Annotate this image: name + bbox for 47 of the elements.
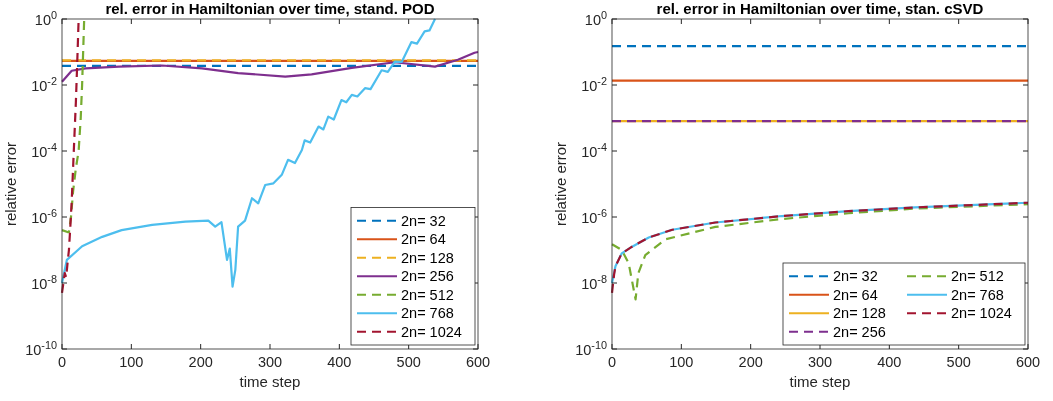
x-tick-label: 500 (946, 354, 971, 370)
y-tick-label: 10$^{0}$ (584, 9, 607, 28)
legend-label: 2n= 512 (401, 286, 454, 303)
y-tick-label: 10$^{-4}$ (581, 141, 607, 160)
y-axis-title: relative error (2, 141, 19, 227)
y-tick-label: 10$^{-8}$ (581, 273, 607, 292)
x-tick-label: 300 (807, 354, 833, 370)
line-series (60, 50, 480, 83)
x-tick-label: 400 (327, 354, 352, 370)
legend-label: 2n= 32 (833, 268, 878, 285)
legend-label: 2n= 768 (401, 305, 454, 322)
legend-label: 2n= 256 (833, 323, 886, 340)
y-tick-label: 10$^{-8}$ (31, 273, 57, 292)
legend-label: 2n= 128 (401, 249, 454, 266)
x-tick-label: 100 (119, 354, 144, 370)
legend-label: 2n= 128 (833, 305, 886, 322)
legend-label: 2n= 64 (833, 286, 878, 303)
legend-label: 2n= 256 (401, 268, 454, 285)
x-tick-label: 300 (257, 354, 283, 370)
y-tick-label: 10$^{-6}$ (31, 207, 57, 226)
chart-title: rel. error in Hamiltonian over time, stand. POD (105, 0, 435, 17)
y-tick-label: 10$^{-10}$ (25, 339, 57, 358)
y-tick-label: 10$^{-6}$ (581, 207, 607, 226)
x-tick-label: 600 (1015, 354, 1041, 370)
y-axis-title: relative error (552, 141, 569, 227)
legend-label: 2n= 1024 (951, 305, 1012, 322)
x-tick-label: 400 (877, 354, 902, 370)
y-tick-label: 10$^{-2}$ (31, 75, 57, 94)
legend-label: 2n= 512 (951, 268, 1004, 285)
x-axis-title: time step (789, 373, 851, 390)
x-tick-label: 600 (465, 354, 491, 370)
x-tick-label: 0 (57, 354, 67, 370)
legend-label: 2n= 768 (951, 286, 1004, 303)
x-tick-label: 200 (188, 354, 213, 370)
x-tick-label: 0 (607, 354, 617, 370)
y-tick-label: 10$^{0}$ (34, 9, 57, 28)
legend-label: 2n= 64 (401, 231, 446, 248)
x-tick-label: 500 (396, 354, 421, 370)
legend-label: 2n= 1024 (401, 323, 462, 340)
y-tick-label: 10$^{-2}$ (581, 75, 607, 94)
y-tick-label: 10$^{-4}$ (31, 141, 57, 160)
x-tick-label: 100 (669, 354, 694, 370)
x-axis-title: time step (239, 373, 301, 390)
chart-title: rel. error in Hamiltonian over time, stan. cSVD (656, 0, 984, 17)
legend-label: 2n= 32 (401, 212, 446, 229)
y-tick-label: 10$^{-10}$ (575, 339, 607, 358)
x-tick-label: 200 (738, 354, 763, 370)
